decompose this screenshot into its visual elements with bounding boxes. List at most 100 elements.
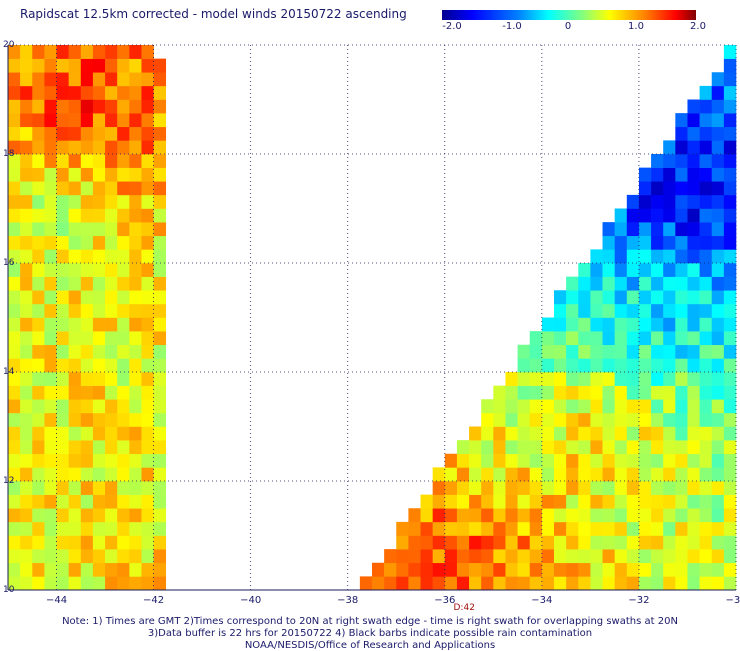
heatmap-cell	[20, 235, 33, 250]
heatmap-cell	[141, 508, 154, 523]
heatmap-cell	[638, 303, 652, 318]
heatmap-cell	[638, 440, 652, 455]
heatmap-cell	[20, 181, 33, 196]
heatmap-cell	[20, 358, 33, 373]
heatmap-cell	[117, 331, 130, 346]
heatmap-cell	[469, 453, 482, 468]
heatmap-cell	[129, 385, 142, 400]
heatmap-cell	[723, 208, 737, 223]
heatmap-cell	[602, 344, 615, 359]
heatmap-cell	[493, 494, 506, 509]
heatmap-cell	[56, 99, 69, 114]
heatmap-cell	[675, 290, 688, 305]
heatmap-cell	[105, 331, 118, 346]
heatmap-cell	[566, 344, 579, 359]
heatmap-cell	[723, 467, 737, 482]
heatmap-cell	[68, 576, 82, 591]
heatmap-cell	[578, 576, 591, 591]
heatmap-cell	[44, 303, 57, 318]
heatmap-cell	[141, 358, 154, 373]
heatmap-cell	[554, 453, 567, 468]
heatmap-cell	[602, 535, 615, 550]
heatmap-cell	[68, 549, 82, 564]
heatmap-cell	[651, 494, 664, 509]
heatmap-cell	[117, 126, 130, 141]
heatmap-cell	[675, 481, 688, 495]
heatmap-cell	[651, 276, 664, 291]
heatmap-cell	[32, 194, 45, 209]
heatmap-cell	[153, 576, 167, 591]
heatmap-cell	[711, 167, 725, 182]
heatmap-cell	[92, 263, 106, 277]
heatmap-cell	[675, 372, 688, 386]
heatmap-cell	[626, 508, 640, 523]
heatmap-cell	[699, 167, 713, 182]
heatmap-cell	[590, 467, 603, 482]
heatmap-cell	[20, 222, 33, 237]
heatmap-cell	[68, 208, 82, 223]
heatmap-cell	[517, 549, 531, 564]
heatmap-cell	[687, 344, 700, 359]
heatmap-cell	[20, 344, 33, 359]
heatmap-cell	[663, 494, 676, 509]
heatmap-cell	[80, 194, 94, 209]
heatmap-cell	[711, 412, 725, 427]
heatmap-cell	[20, 535, 33, 550]
heatmap-cell	[566, 467, 579, 482]
heatmap-cell	[651, 521, 664, 536]
heatmap-cell	[663, 481, 676, 495]
heatmap-cell	[105, 167, 118, 182]
heatmap-cell	[141, 113, 154, 128]
heatmap-cell	[675, 154, 688, 168]
heatmap-cell	[44, 453, 57, 468]
heatmap-cell	[699, 113, 713, 128]
heatmap-cell	[663, 235, 676, 250]
heatmap-cell	[44, 222, 57, 237]
heatmap-cell	[675, 331, 688, 346]
heatmap-cell	[153, 99, 167, 114]
heatmap-cell	[20, 331, 33, 346]
heatmap-cell	[8, 372, 21, 386]
heatmap-cell	[723, 576, 737, 591]
heatmap-cell	[687, 535, 700, 550]
heatmap-cell	[68, 263, 82, 277]
heatmap-cell	[129, 181, 142, 196]
heatmap-cell	[32, 372, 45, 386]
heatmap-cell	[578, 290, 591, 305]
heatmap-cell	[80, 453, 94, 468]
heatmap-cell	[711, 358, 725, 373]
heatmap-cell	[56, 453, 69, 468]
heatmap-cell	[20, 385, 33, 400]
heatmap-cell	[723, 426, 737, 441]
heatmap-cell	[420, 549, 433, 564]
heatmap-cell	[129, 317, 142, 332]
y-tick-label: 18	[3, 149, 15, 159]
heatmap-cell	[651, 222, 664, 237]
heatmap-cell	[626, 263, 640, 277]
heatmap-cell	[614, 562, 628, 577]
heatmap-cell	[614, 426, 628, 441]
heatmap-cell	[141, 344, 154, 359]
heatmap-cell	[8, 521, 21, 536]
heatmap-cell	[141, 467, 154, 482]
heatmap-cell	[56, 535, 69, 550]
heatmap-cell	[481, 426, 494, 441]
heatmap-cell	[153, 385, 167, 400]
heatmap-cell	[590, 331, 603, 346]
heatmap-cell	[517, 481, 531, 495]
heatmap-cell	[517, 372, 531, 386]
heatmap-cell	[687, 317, 700, 332]
heatmap-cell	[541, 562, 555, 577]
heatmap-cell	[687, 154, 700, 168]
heatmap-cell	[699, 154, 713, 168]
heatmap-cell	[141, 303, 154, 318]
heatmap-cell	[92, 440, 106, 455]
heatmap-cell	[566, 399, 579, 414]
heatmap-cell	[68, 331, 82, 346]
heatmap-cell	[80, 467, 94, 482]
heatmap-cell	[129, 290, 142, 305]
heatmap-cell	[675, 249, 688, 264]
heatmap-cell	[32, 276, 45, 291]
heatmap-cell	[105, 372, 118, 386]
heatmap-cell	[129, 167, 142, 182]
